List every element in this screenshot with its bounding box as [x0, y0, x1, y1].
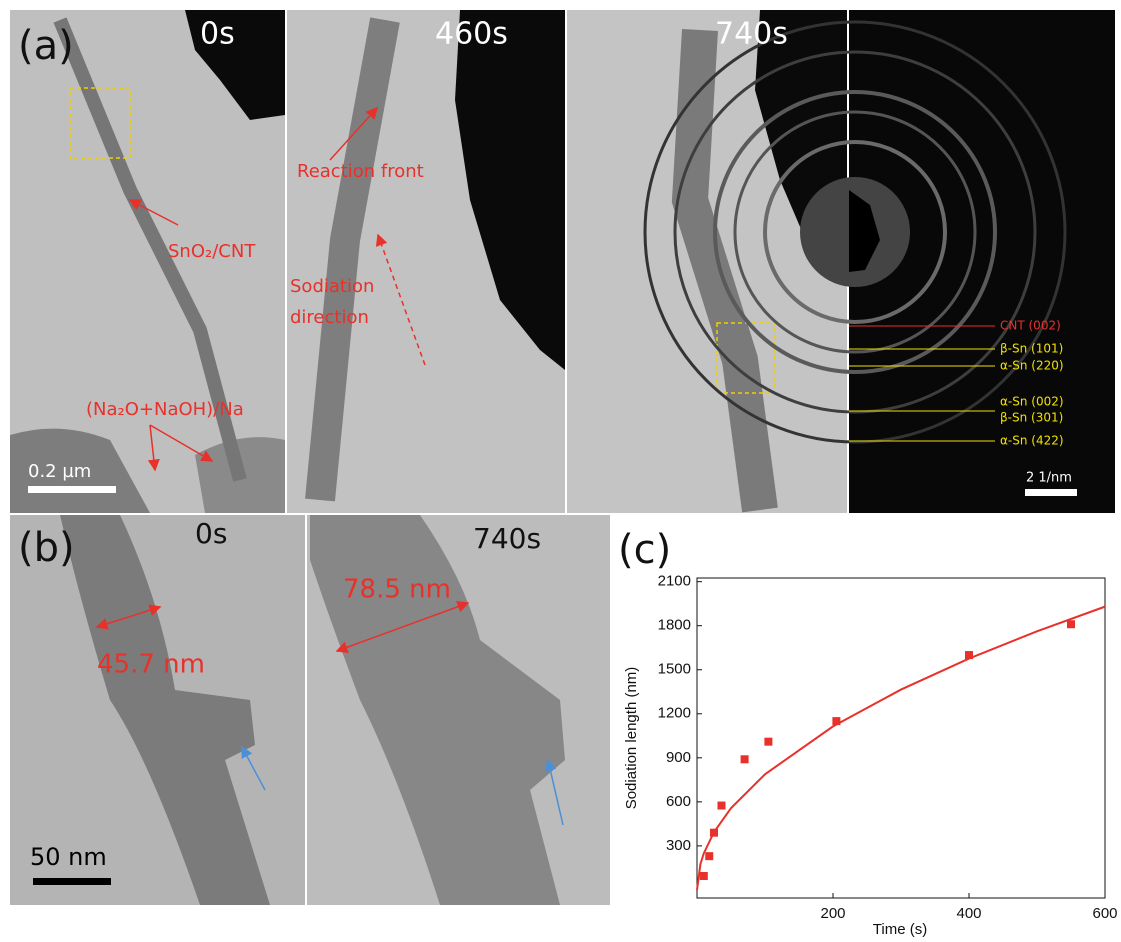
micrograph-b2 — [307, 515, 610, 905]
width-label: 45.7 nm — [97, 650, 205, 680]
ring-label: α-Sn (220) — [1000, 359, 1064, 373]
y-tick-label: 600 — [666, 793, 691, 810]
y-tick-label: 1800 — [658, 617, 691, 634]
data-point — [741, 755, 749, 763]
annotation: SnO₂/CNT — [168, 241, 256, 262]
data-point — [764, 738, 772, 746]
scale-bar-label: 0.2 µm — [28, 461, 91, 482]
time-label: 0s — [200, 17, 235, 52]
scale-bar-label: 2 1/nm — [1026, 471, 1072, 486]
annotation: Reaction front — [297, 161, 424, 182]
y-tick-label: 900 — [666, 749, 691, 766]
y-tick-label: 300 — [666, 837, 691, 854]
plot-frame — [697, 578, 1105, 898]
micrograph-a2 — [287, 10, 565, 513]
micrograph-a3 — [567, 10, 847, 513]
scale-bar-label: 50 nm — [30, 843, 107, 871]
y-tick-label: 1200 — [658, 705, 691, 722]
data-point — [705, 852, 713, 860]
ring-label: CNT (002) — [1000, 319, 1061, 333]
x-tick-label: 400 — [956, 905, 981, 922]
x-tick-label: 600 — [1092, 905, 1117, 922]
time-label: 740s — [715, 17, 788, 52]
data-point — [1067, 620, 1075, 628]
time-label: 460s — [435, 17, 508, 52]
data-point — [700, 872, 708, 880]
x-tick-label: 200 — [820, 905, 845, 922]
annotation: Sodiation — [290, 276, 374, 297]
data-point — [717, 802, 725, 810]
y-tick-label: 2100 — [658, 573, 691, 590]
y-axis-title: Sodiation length (nm) — [623, 667, 640, 810]
figure: (a) 0s 460s 740s SnO₂/CNT (Na₂O+NaOH)/Na… — [0, 0, 1121, 942]
ring-label: β-Sn (101) — [1000, 342, 1063, 356]
panel-label: (b) — [18, 525, 75, 571]
x-axis-title: Time (s) — [873, 921, 927, 938]
annotation: (Na₂O+NaOH)/Na — [86, 399, 244, 420]
fit-line — [697, 607, 1105, 890]
ring-label: α-Sn (002) — [1000, 395, 1064, 409]
ring-label: β-Sn (301) — [1000, 411, 1063, 425]
time-label: 740s — [473, 522, 541, 555]
panel-label: (c) — [618, 527, 671, 573]
annotation: direction — [290, 307, 369, 328]
width-label: 78.5 nm — [343, 575, 451, 605]
ring-label: α-Sn (422) — [1000, 434, 1064, 448]
panel-label: (a) — [18, 23, 74, 69]
time-label: 0s — [195, 517, 227, 550]
y-tick-label: 1500 — [658, 661, 691, 678]
